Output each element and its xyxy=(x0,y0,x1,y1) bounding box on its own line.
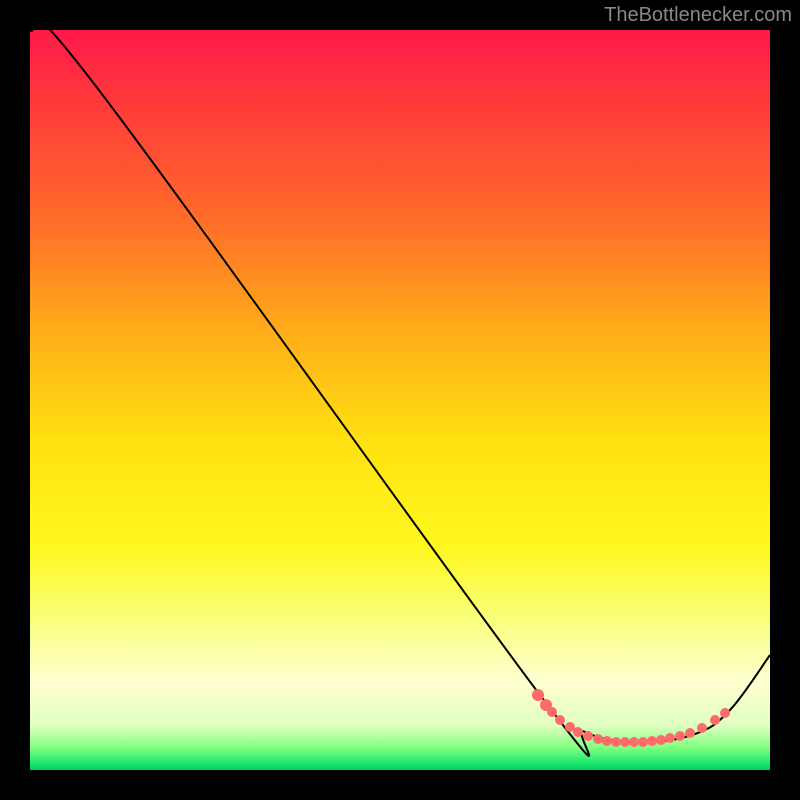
marker-point xyxy=(547,707,557,717)
marker-point xyxy=(656,735,666,745)
marker-point xyxy=(602,736,612,746)
chart-background xyxy=(30,30,770,770)
marker-point xyxy=(629,737,639,747)
marker-point xyxy=(532,689,544,701)
marker-point xyxy=(720,708,730,718)
marker-point xyxy=(573,727,583,737)
marker-point xyxy=(638,737,648,747)
marker-point xyxy=(647,736,657,746)
marker-point xyxy=(675,731,685,741)
marker-point xyxy=(685,728,695,738)
marker-point xyxy=(583,731,593,741)
marker-point xyxy=(665,733,675,743)
chart-svg xyxy=(30,30,770,770)
marker-point xyxy=(620,737,630,747)
marker-point xyxy=(593,734,603,744)
marker-point xyxy=(611,737,621,747)
marker-point xyxy=(710,715,720,725)
chart-container xyxy=(30,30,770,770)
marker-point xyxy=(697,723,707,733)
watermark: TheBottlenecker.com xyxy=(604,4,792,27)
marker-point xyxy=(555,715,565,725)
